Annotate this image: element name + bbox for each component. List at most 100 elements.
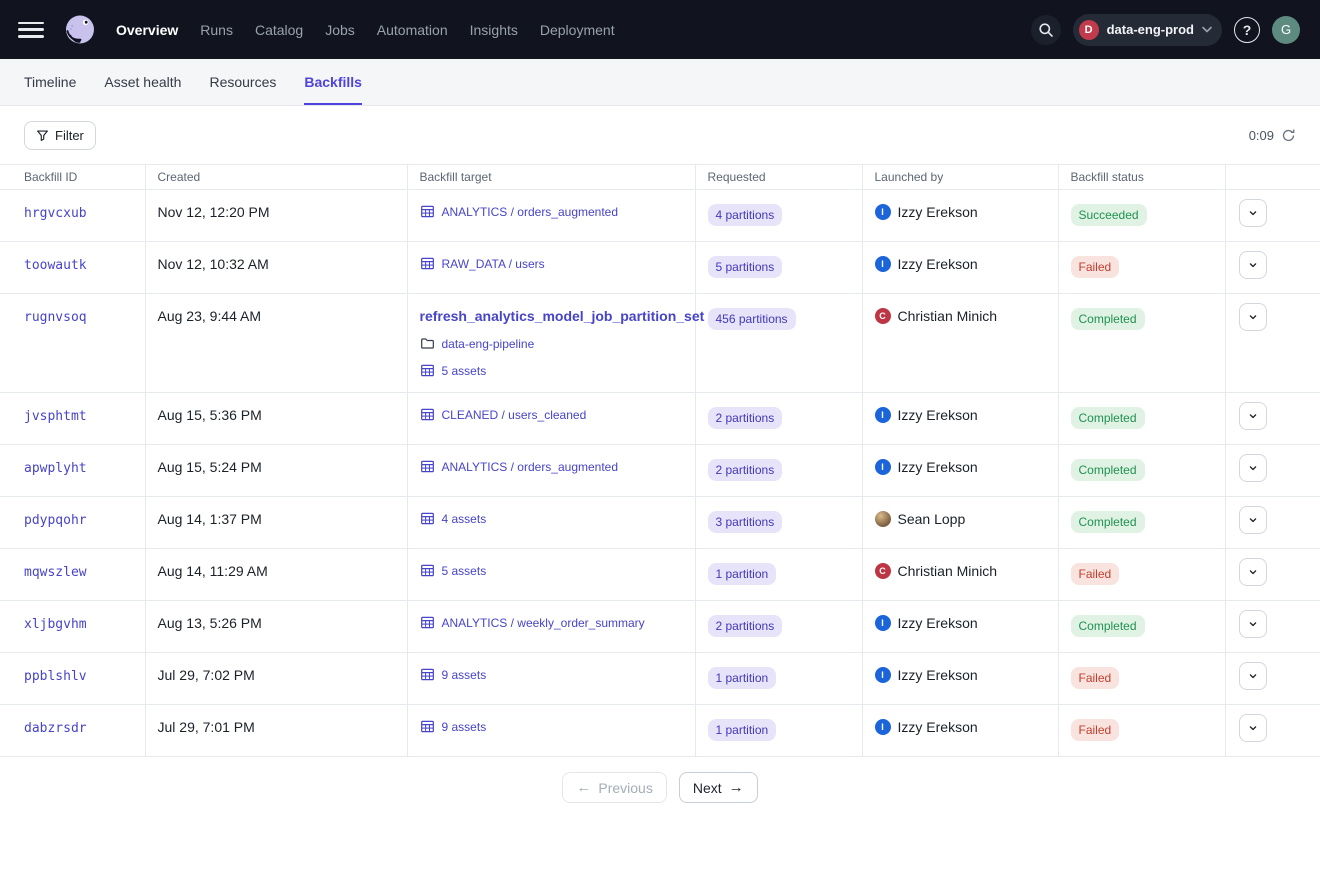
user-initial-avatar: I: [875, 459, 891, 475]
top-navigation-bar: Overview Runs Catalog Jobs Automation Insight…: [0, 0, 1320, 59]
row-actions-button[interactable]: [1239, 402, 1267, 430]
table-header-row: Backfill IDCreatedBackfill targetRequest…: [0, 165, 1320, 190]
filter-button[interactable]: Filter: [24, 121, 96, 150]
table-row: jvsphtmtAug 15, 5:36 PMCLEANED / users_c…: [0, 393, 1320, 445]
table-row: dabzrsdrJul 29, 7:01 PM9 assets1 partiti…: [0, 705, 1320, 757]
backfill-id-link[interactable]: toowautk: [24, 258, 87, 273]
launcher-name: Izzy Erekson: [898, 407, 978, 423]
row-actions-button[interactable]: [1239, 506, 1267, 534]
backfill-target-link[interactable]: CLEANED / users_cleaned: [420, 407, 587, 422]
launcher-name: Sean Lopp: [898, 511, 966, 527]
backfill-target-link[interactable]: RAW_DATA / users: [420, 256, 545, 271]
backfill-job-link[interactable]: refresh_analytics_model_job_partition_se…: [420, 308, 705, 324]
backfill-status-badge: Failed: [1071, 719, 1120, 741]
dagster-logo[interactable]: [58, 8, 102, 52]
backfill-status-badge: Succeeded: [1071, 204, 1147, 226]
row-actions-button[interactable]: [1239, 454, 1267, 482]
row-actions-button[interactable]: [1239, 610, 1267, 638]
backfill-id-link[interactable]: xljbgvhm: [24, 617, 87, 632]
backfills-toolbar: Filter 0:09: [0, 106, 1320, 164]
created-timestamp: Aug 15, 5:24 PM: [158, 459, 262, 475]
nav-item-runs[interactable]: Runs: [200, 22, 233, 38]
launched-by: IIzzy Erekson: [875, 667, 1046, 683]
nav-item-deployment[interactable]: Deployment: [540, 22, 615, 38]
table-icon: [420, 511, 435, 526]
folder-icon: [420, 336, 435, 351]
launcher-name: Izzy Erekson: [898, 256, 978, 272]
backfill-id-link[interactable]: jvsphtmt: [24, 409, 87, 424]
target-label: ANALYTICS / orders_augmented: [442, 205, 619, 219]
tab-resources[interactable]: Resources: [209, 59, 276, 105]
backfill-id-link[interactable]: ppblshlv: [24, 669, 87, 684]
row-actions-button[interactable]: [1239, 251, 1267, 279]
backfill-id-link[interactable]: rugnvsoq: [24, 310, 87, 325]
row-actions-button[interactable]: [1239, 558, 1267, 586]
launcher-name: Izzy Erekson: [898, 204, 978, 220]
backfill-status-badge: Failed: [1071, 563, 1120, 585]
hamburger-menu-icon[interactable]: [18, 20, 44, 40]
target-label: 5 assets: [442, 564, 487, 578]
user-initial-avatar: C: [875, 563, 891, 579]
row-actions-button[interactable]: [1239, 662, 1267, 690]
chevron-down-icon: [1202, 26, 1212, 33]
launcher-name: Izzy Erekson: [898, 719, 978, 735]
table-icon: [420, 204, 435, 219]
table-icon: [420, 407, 435, 422]
requested-partitions-badge: 1 partition: [708, 563, 777, 585]
backfill-id-link[interactable]: hrgvcxub: [24, 206, 87, 221]
backfill-target-link[interactable]: ANALYTICS / orders_augmented: [420, 459, 619, 474]
user-avatar[interactable]: G: [1272, 16, 1300, 44]
table-row: apwplyht Aug 15, 5:24 PM ANALYTICS / order…: [0, 445, 1320, 497]
search-icon[interactable]: [1031, 15, 1061, 45]
backfill-target-link[interactable]: ANALYTICS / weekly_order_summary: [420, 615, 645, 630]
overview-tabs: Timeline Asset health Resources Backfills: [0, 59, 1320, 106]
backfill-id-link[interactable]: mqwszlew: [24, 565, 87, 580]
next-page-button[interactable]: Next →: [679, 772, 758, 803]
backfill-status-badge: Completed: [1071, 459, 1145, 481]
column-header-backfill-id: Backfill ID: [0, 165, 145, 190]
chevron-down-icon: [1247, 259, 1259, 271]
nav-item-overview[interactable]: Overview: [116, 22, 178, 38]
requested-partitions-badge: 456 partitions: [708, 308, 796, 330]
backfill-target-link[interactable]: ANALYTICS / orders_augmented: [420, 204, 619, 219]
row-actions-button[interactable]: [1239, 199, 1267, 227]
help-icon[interactable]: ?: [1234, 17, 1260, 43]
target-subline[interactable]: data-eng-pipeline: [420, 336, 683, 351]
deployment-switcher[interactable]: D data-eng-prod: [1073, 14, 1222, 46]
backfill-target-link[interactable]: 4 assets: [420, 511, 487, 526]
pagination: ← Previous Next →: [0, 772, 1320, 803]
table-row: hrgvcxubNov 12, 12:20 PMANALYTICS / orde…: [0, 190, 1320, 242]
nav-item-catalog[interactable]: Catalog: [255, 22, 303, 38]
nav-item-jobs[interactable]: Jobs: [325, 22, 355, 38]
target-label: ANALYTICS / weekly_order_summary: [442, 616, 645, 630]
column-header-actions: [1225, 165, 1320, 190]
requested-partitions-badge: 2 partitions: [708, 615, 783, 637]
row-actions-button[interactable]: [1239, 714, 1267, 742]
target-subline[interactable]: 5 assets: [420, 363, 683, 378]
previous-label: Previous: [598, 780, 652, 796]
user-initial-avatar: I: [875, 719, 891, 735]
tab-timeline[interactable]: Timeline: [24, 59, 76, 105]
nav-item-insights[interactable]: Insights: [470, 22, 518, 38]
backfill-id-link[interactable]: apwplyht: [24, 461, 87, 476]
backfill-id-link[interactable]: pdypqohr: [24, 513, 87, 528]
backfill-target-link[interactable]: 5 assets: [420, 563, 487, 578]
backfill-status-badge: Completed: [1071, 407, 1145, 429]
row-actions-button[interactable]: [1239, 303, 1267, 331]
tab-asset-health[interactable]: Asset health: [104, 59, 181, 105]
backfill-status-badge: Failed: [1071, 256, 1120, 278]
backfill-target-link[interactable]: 9 assets: [420, 667, 487, 682]
backfill-target-link[interactable]: 9 assets: [420, 719, 487, 734]
tab-backfills[interactable]: Backfills: [304, 59, 362, 105]
requested-partitions-badge: 5 partitions: [708, 256, 783, 278]
previous-page-button[interactable]: ← Previous: [562, 772, 666, 803]
chevron-down-icon: [1247, 722, 1259, 734]
user-initial-avatar: I: [875, 667, 891, 683]
chevron-down-icon: [1247, 670, 1259, 682]
backfill-id-link[interactable]: dabzrsdr: [24, 721, 87, 736]
refresh-icon[interactable]: [1281, 128, 1296, 143]
nav-item-automation[interactable]: Automation: [377, 22, 448, 38]
launched-by: IIzzy Erekson: [875, 407, 1046, 423]
table-icon: [420, 615, 435, 630]
backfill-status-badge: Completed: [1071, 308, 1145, 330]
